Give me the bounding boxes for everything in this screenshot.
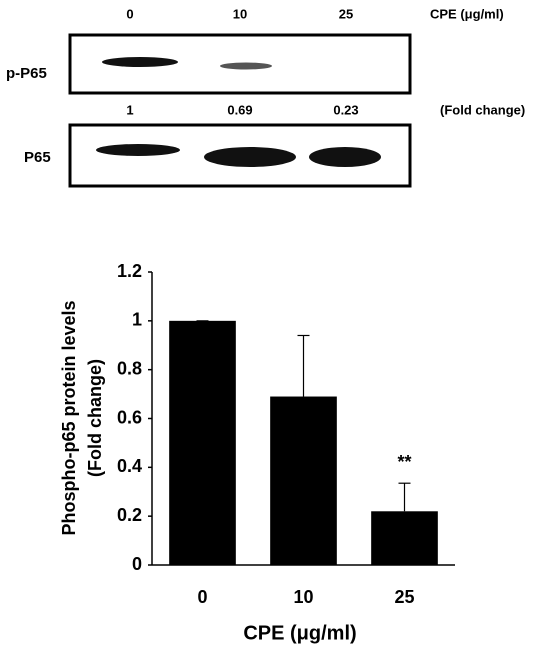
lane-label: 25 xyxy=(339,6,353,21)
band xyxy=(204,147,296,167)
lane-label: 10 xyxy=(233,6,247,21)
x-tick-label: 10 xyxy=(293,587,313,607)
fold-change: 1 xyxy=(126,102,133,117)
y-axis-label: (Fold change) xyxy=(85,359,105,477)
band xyxy=(96,144,180,156)
error-bar xyxy=(297,334,310,397)
band xyxy=(309,147,381,167)
band xyxy=(102,57,178,67)
x-tick-label: 25 xyxy=(394,587,414,607)
y-tick-label: 0.4 xyxy=(117,456,142,476)
row-label: p-P65 xyxy=(6,65,47,82)
y-tick-label: 0 xyxy=(132,554,142,574)
fold-change: 0.23 xyxy=(333,102,358,117)
y-axis-label: Phospho-p65 protein levels xyxy=(59,300,79,535)
y-tick-label: 1 xyxy=(132,310,142,330)
fold-change: 0.69 xyxy=(227,102,252,117)
y-tick-label: 0.2 xyxy=(117,505,142,525)
bar xyxy=(270,396,337,565)
bar xyxy=(169,320,236,565)
treatment-label: CPE (μg/ml) xyxy=(430,6,504,21)
y-tick-label: 0.8 xyxy=(117,358,142,378)
x-axis-label: CPE (μg/ml) xyxy=(243,622,356,644)
error-bar xyxy=(398,482,411,512)
fold-change-label: (Fold change) xyxy=(440,102,525,117)
row-label: P65 xyxy=(24,149,51,166)
x-tick-label: 0 xyxy=(197,587,207,607)
band xyxy=(220,62,272,70)
bar xyxy=(371,511,438,565)
y-tick-label: 0.6 xyxy=(117,407,142,427)
y-tick-label: 1.2 xyxy=(117,261,142,281)
lane-label: 0 xyxy=(126,6,133,21)
significance: ** xyxy=(397,452,411,472)
